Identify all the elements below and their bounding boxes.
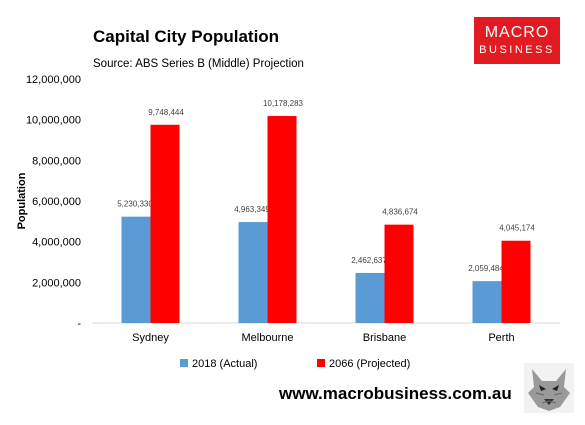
- data-label: 2,059,484: [468, 264, 504, 273]
- data-label: 5,230,330: [117, 200, 153, 209]
- bar-2066-projected: [267, 116, 297, 323]
- bar-2066-projected: [150, 124, 180, 323]
- logo-line-macro: MACRO: [484, 24, 550, 41]
- legend-label: 2018 (Actual): [192, 358, 257, 370]
- x-tick-label: Perth: [488, 332, 514, 344]
- bar-2018-actual: [355, 272, 385, 323]
- y-tick-label: 12,000,000: [26, 74, 81, 86]
- data-label: 4,836,674: [382, 208, 418, 217]
- bar-2018-actual: [121, 216, 151, 323]
- y-tick-label: 6,000,000: [32, 196, 81, 208]
- x-tick-label: Sydney: [132, 332, 169, 344]
- y-tick-label: 10,000,000: [26, 115, 81, 127]
- logo-line-business: BUSINESS: [479, 44, 555, 56]
- bar-2018-actual: [472, 281, 502, 323]
- y-tick-label: -: [77, 318, 81, 330]
- y-tick-label: 8,000,000: [32, 155, 81, 167]
- data-label: 9,748,444: [148, 108, 184, 117]
- bar-2066-projected: [501, 240, 531, 323]
- y-tick-label: 2,000,000: [32, 277, 81, 289]
- bar-2066-projected: [384, 224, 414, 323]
- chart-subtitle: Source: ABS Series B (Middle) Projection: [93, 58, 304, 70]
- data-label: 4,963,349: [234, 205, 270, 214]
- chart-title: Capital City Population: [93, 27, 280, 46]
- legend-swatch: [317, 359, 325, 367]
- bar-2018-actual: [238, 222, 268, 323]
- data-label: 4,045,174: [499, 224, 535, 233]
- y-tick-label: 4,000,000: [32, 237, 81, 249]
- website-url: www.macrobusiness.com.au: [279, 384, 512, 403]
- macrobusiness-logo: MACRO BUSINESS: [474, 17, 560, 64]
- data-label: 2,462,637: [351, 256, 387, 265]
- data-label: 10,178,283: [263, 99, 304, 108]
- wolf-icon: [524, 363, 574, 413]
- x-tick-label: Brisbane: [363, 332, 406, 344]
- legend-label: 2066 (Projected): [329, 358, 410, 370]
- y-axis-label: Population: [16, 172, 28, 229]
- x-tick-label: Melbourne: [242, 332, 294, 344]
- legend-swatch: [180, 359, 188, 367]
